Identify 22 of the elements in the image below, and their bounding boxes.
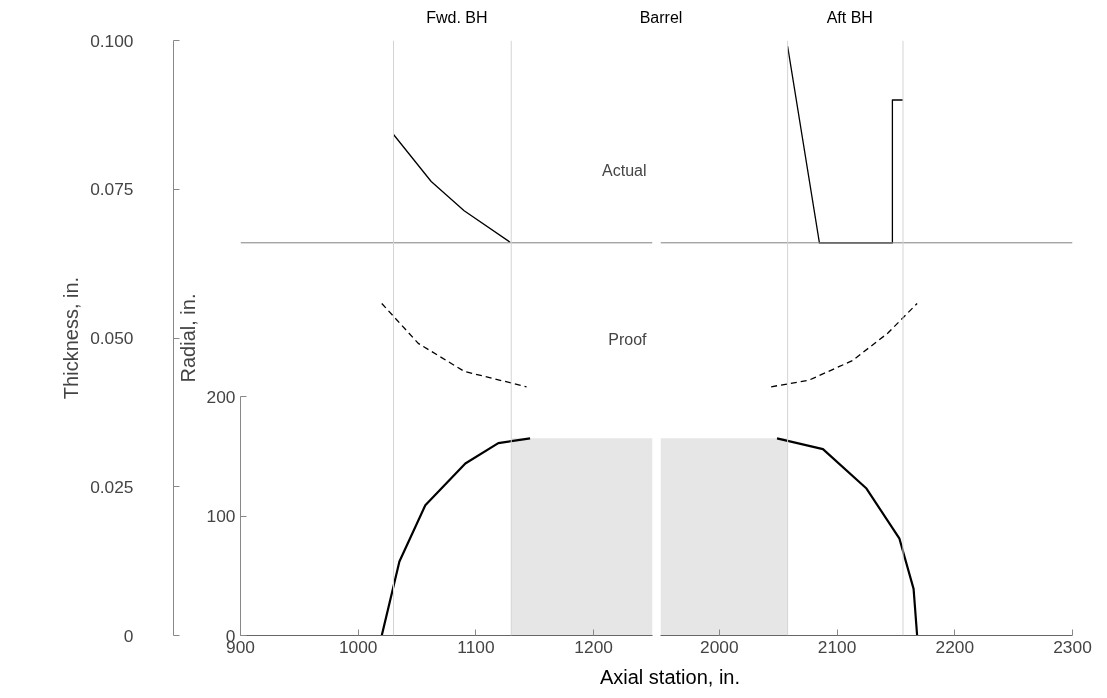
x-tick-label: 1200 — [574, 636, 613, 657]
text: Barrel — [639, 8, 683, 28]
x-tick-label: 2300 — [1053, 636, 1092, 657]
x-axis-title: Axial station, in. — [599, 665, 741, 690]
x-tick-label: 2000 — [700, 636, 739, 657]
y-tick-label: 0.050 — [90, 328, 134, 348]
x-tick-label: 2200 — [935, 636, 975, 657]
x-tick-label: 1000 — [338, 636, 378, 657]
y2-tick-label: 100 — [206, 506, 236, 527]
x-tick-label: 2100 — [817, 636, 857, 657]
y2-axis-title: Radial, in. — [176, 293, 199, 383]
text: Proof — [608, 330, 648, 348]
text: Fwd. BH — [426, 8, 488, 28]
y-axis-title: Thickness, in. — [60, 276, 83, 400]
y-tick-label: 0.025 — [90, 476, 134, 497]
y-tick-label: 0.100 — [90, 30, 134, 51]
text: Aft BH — [826, 8, 873, 28]
y-tick-label: 0.075 — [90, 179, 134, 200]
text: Actual — [602, 161, 647, 179]
y2-tick-label: 200 — [206, 386, 236, 407]
y-tick-label: 0 — [123, 625, 134, 646]
x-tick-label: 1100 — [457, 636, 495, 657]
